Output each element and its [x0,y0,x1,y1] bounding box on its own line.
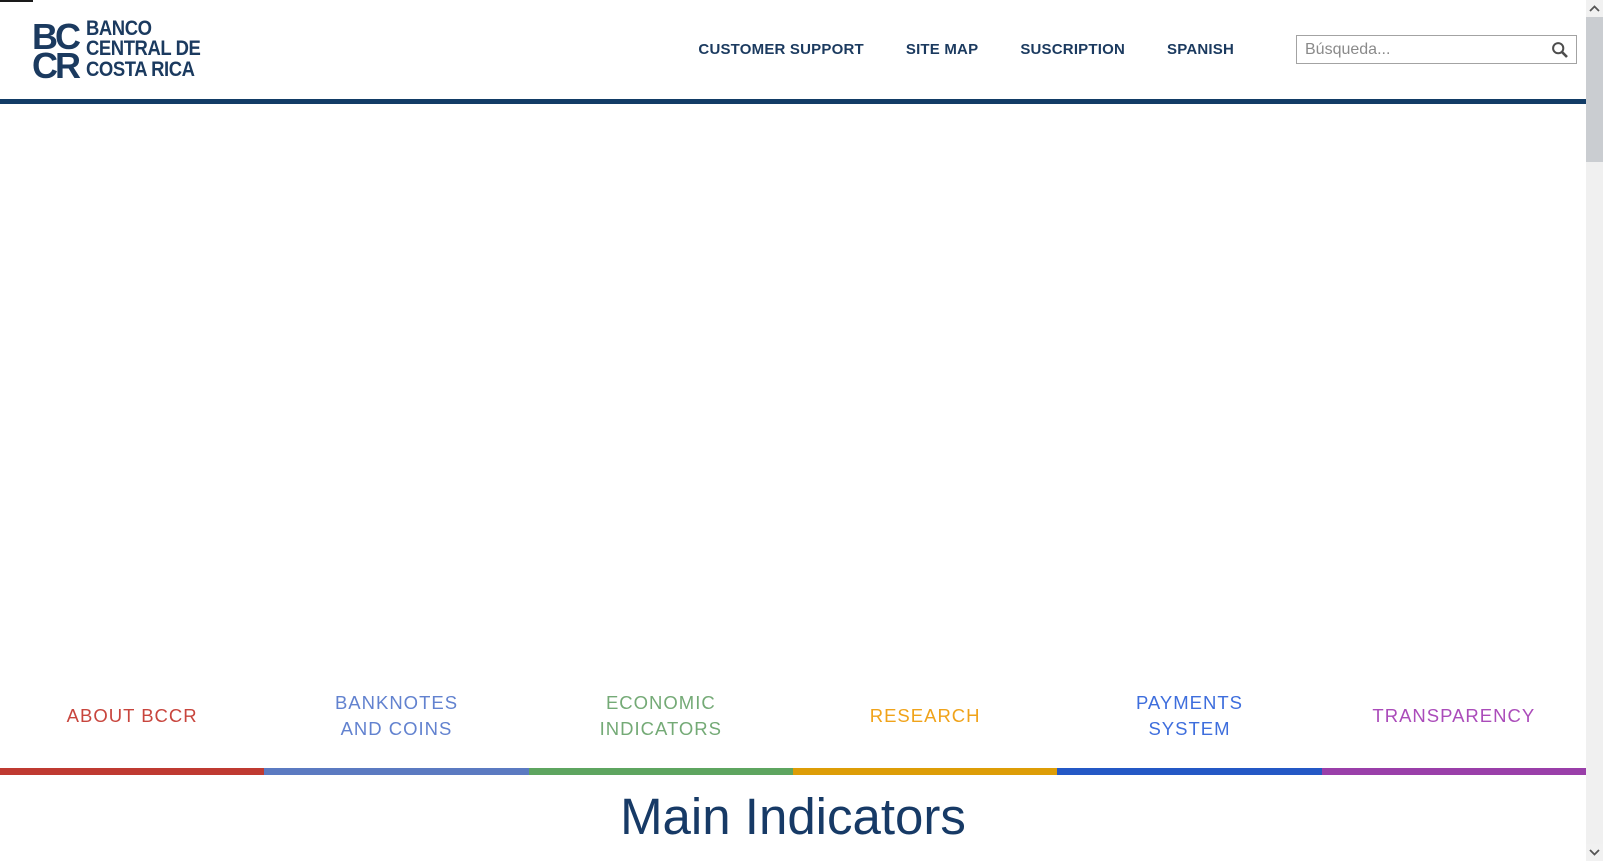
scrollbar-up-button[interactable] [1586,0,1603,17]
utility-nav: CUSTOMER SUPPORT SITE MAP SUSCRIPTION SP… [698,35,1577,64]
main-nav-label: ECONOMIC [605,692,716,713]
main-nav-label: RESEARCH [869,705,981,726]
bccr-wordmark: BANCO CENTRAL DE COSTA RICA [86,16,201,81]
wordmark-line: COSTA RICA [86,57,195,81]
wordmark-line: BANCO [86,16,152,40]
main-nav-label: BANKNOTES [334,692,459,713]
color-bar-research [792,768,1058,775]
nav-site-map[interactable]: SITE MAP [905,41,979,58]
main-nav-label: SYSTEM [1148,718,1231,739]
main-nav-label: INDICATORS [599,718,723,739]
top-left-loading-fragment [0,0,33,2]
scrollbar-down-button[interactable] [1586,844,1603,861]
main-nav-label: TRANSPARENCY [1372,705,1536,726]
color-bar-banknotes [264,768,529,775]
header-divider [0,99,1586,104]
nav-suscription[interactable]: SUSCRIPTION [1020,41,1126,58]
main-nav-label: PAYMENTS [1135,692,1243,713]
magnifier-icon[interactable] [1548,39,1572,61]
hero-empty-area [0,104,1586,664]
wordmark-line: CENTRAL DE [86,37,201,61]
chevron-down-icon [1589,849,1600,856]
color-bar-payments [1057,768,1322,775]
color-bar-about [0,768,265,775]
chevron-up-icon [1589,5,1600,12]
bccr-logo[interactable]: BC CR BANCO CENTRAL DE COSTA RICA [32,15,216,86]
main-nav-research[interactable]: RESEARCH [793,664,1057,768]
main-nav-banknotes-and-coins[interactable]: BANKNOTES AND COINS [264,664,528,768]
nav-customer-support[interactable]: CUSTOMER SUPPORT [698,41,864,58]
main-nav-label: ABOUT BCCR [66,705,198,726]
vertical-scrollbar[interactable] [1586,0,1603,861]
main-nav-transparency[interactable]: TRANSPARENCY [1322,664,1586,768]
search-box [1296,35,1577,64]
main-nav-economic-indicators[interactable]: ECONOMIC INDICATORS [529,664,793,768]
monogram-line: BC [32,15,81,57]
main-nav-about-bccr[interactable]: ABOUT BCCR [0,664,264,768]
main-nav-label: AND COINS [340,718,453,739]
bccr-monogram: BC CR [32,15,81,86]
color-bar-economic [528,768,793,775]
search-input[interactable] [1305,37,1543,62]
magnifier-icon-glyph [1552,42,1568,58]
site-header: BC CR BANCO CENTRAL DE COSTA RICA CUSTOM… [0,0,1586,99]
main-nav-payments-system[interactable]: PAYMENTS SYSTEM [1057,664,1321,768]
nav-spanish[interactable]: SPANISH [1167,41,1234,58]
main-nav: ABOUT BCCR BANKNOTES AND COINS ECONOMIC … [0,664,1586,768]
color-bar-transparency [1321,768,1586,775]
page-title: Main Indicators [620,788,966,845]
monogram-line: CR [32,44,81,86]
category-color-bar [0,768,1586,775]
scrollbar-thumb[interactable] [1586,17,1603,162]
